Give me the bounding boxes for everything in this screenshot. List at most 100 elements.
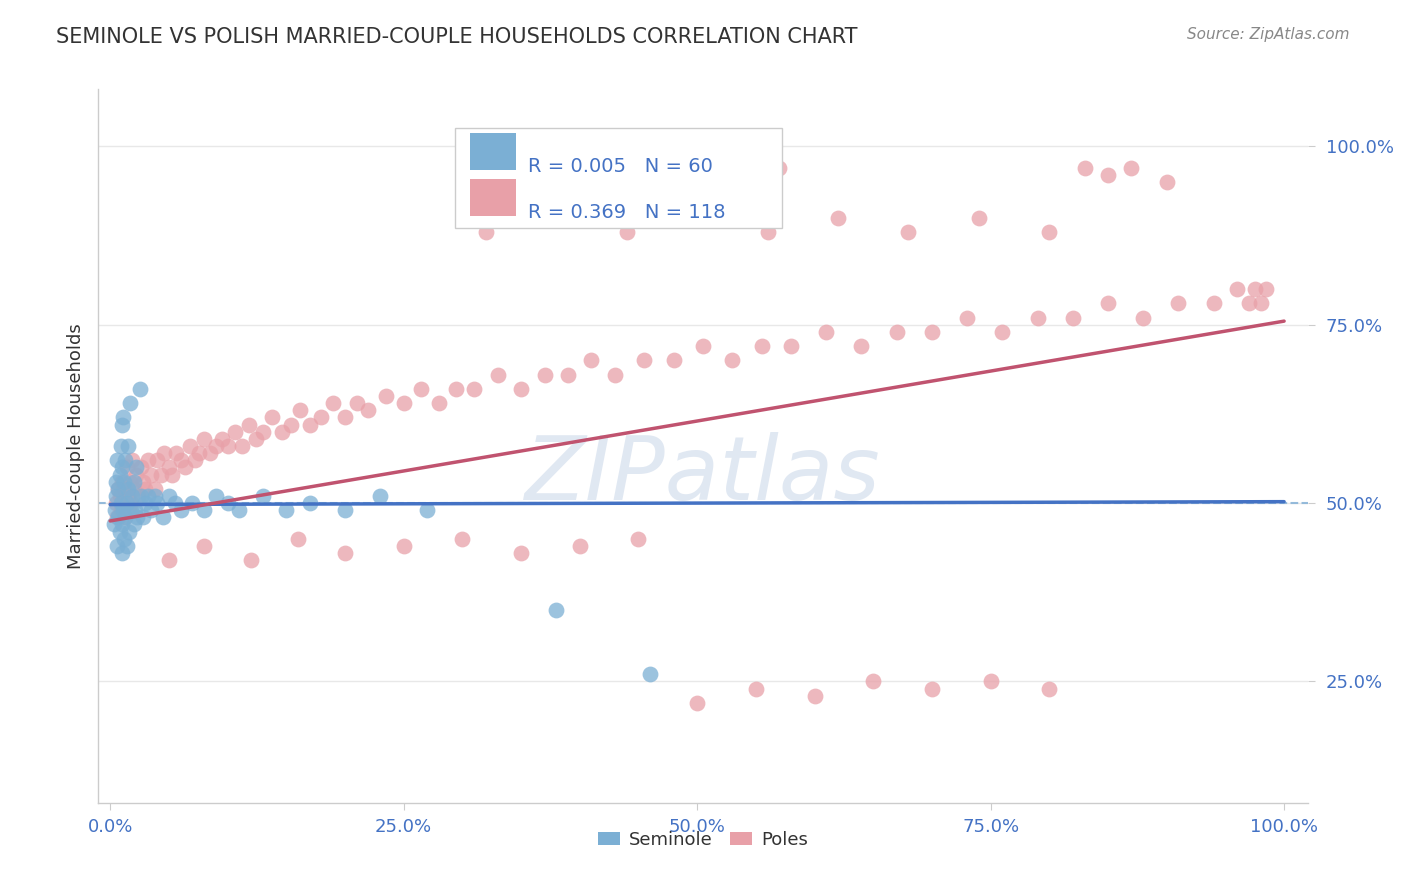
Point [110,503,132,517]
Point [862,674,884,689]
Point [245,432,267,446]
Point [120,396,142,410]
Point [290,403,312,417]
Point [240,553,263,567]
Point [105,475,128,489]
Point [1226,282,1249,296]
Point [333,410,356,425]
Y-axis label: Married-couple Households: Married-couple Households [66,323,84,569]
Point [546,603,568,617]
FancyBboxPatch shape [456,128,782,228]
Text: SEMINOLE VS POLISH MARRIED-COUPLE HOUSEHOLDS CORRELATION CHART: SEMINOLE VS POLISH MARRIED-COUPLE HOUSEH… [56,27,858,46]
Point [105,539,128,553]
Point [662,353,685,368]
Point [1256,282,1278,296]
Point [108,489,131,503]
Point [141,503,163,517]
Point [183,453,205,467]
Point [427,396,450,410]
Point [921,681,943,696]
Point [146,453,169,467]
Point [756,225,779,239]
Point [510,382,533,396]
Point [112,496,135,510]
Point [886,325,908,339]
Point [149,467,172,482]
Point [108,467,131,482]
Point [134,496,156,510]
Point [721,353,744,368]
FancyBboxPatch shape [470,133,516,170]
Point [143,482,166,496]
Point [1167,296,1189,310]
Point [1038,681,1060,696]
Point [980,674,1002,689]
Point [368,489,391,503]
Point [118,524,141,539]
Point [252,489,274,503]
Point [122,475,145,489]
Point [107,482,129,496]
Point [157,489,180,503]
Point [163,496,186,510]
Point [228,503,250,517]
Text: R = 0.005   N = 60: R = 0.005 N = 60 [527,157,713,176]
Point [451,532,474,546]
Point [956,310,979,325]
Point [298,496,321,510]
Point [105,489,128,503]
Point [115,460,138,475]
Point [311,410,333,425]
Point [827,211,849,225]
Point [375,389,398,403]
Point [136,489,159,503]
Point [111,475,134,489]
Point [104,503,127,517]
Point [179,439,201,453]
Point [411,382,433,396]
Point [897,225,920,239]
Point [153,446,176,460]
Point [162,467,184,482]
Point [112,475,135,489]
Point [108,524,131,539]
Point [136,453,159,467]
Point [1250,296,1272,310]
Point [298,417,321,432]
Point [1156,175,1178,189]
Point [128,382,150,396]
Point [141,467,163,482]
Point [603,368,626,382]
Point [721,161,744,175]
Point [463,382,485,396]
Point [114,510,136,524]
Point [475,225,498,239]
Point [188,446,211,460]
Point [446,382,468,396]
Point [322,396,344,410]
Point [120,496,142,510]
Point [111,517,134,532]
Point [129,489,152,503]
Point [510,546,533,560]
Point [1062,310,1084,325]
Point [627,532,650,546]
Point [224,425,246,439]
Point [238,417,260,432]
Point [122,482,145,496]
Point [120,503,142,517]
Point [392,396,415,410]
Point [546,211,568,225]
Point [112,482,135,496]
Point [134,482,156,496]
Point [143,489,166,503]
Point [112,532,135,546]
Point [751,339,773,353]
Point [533,368,555,382]
Point [262,410,284,425]
Point [111,460,134,475]
Point [333,503,356,517]
Point [252,425,274,439]
Text: ZIPatlas: ZIPatlas [526,432,880,517]
Point [174,460,197,475]
